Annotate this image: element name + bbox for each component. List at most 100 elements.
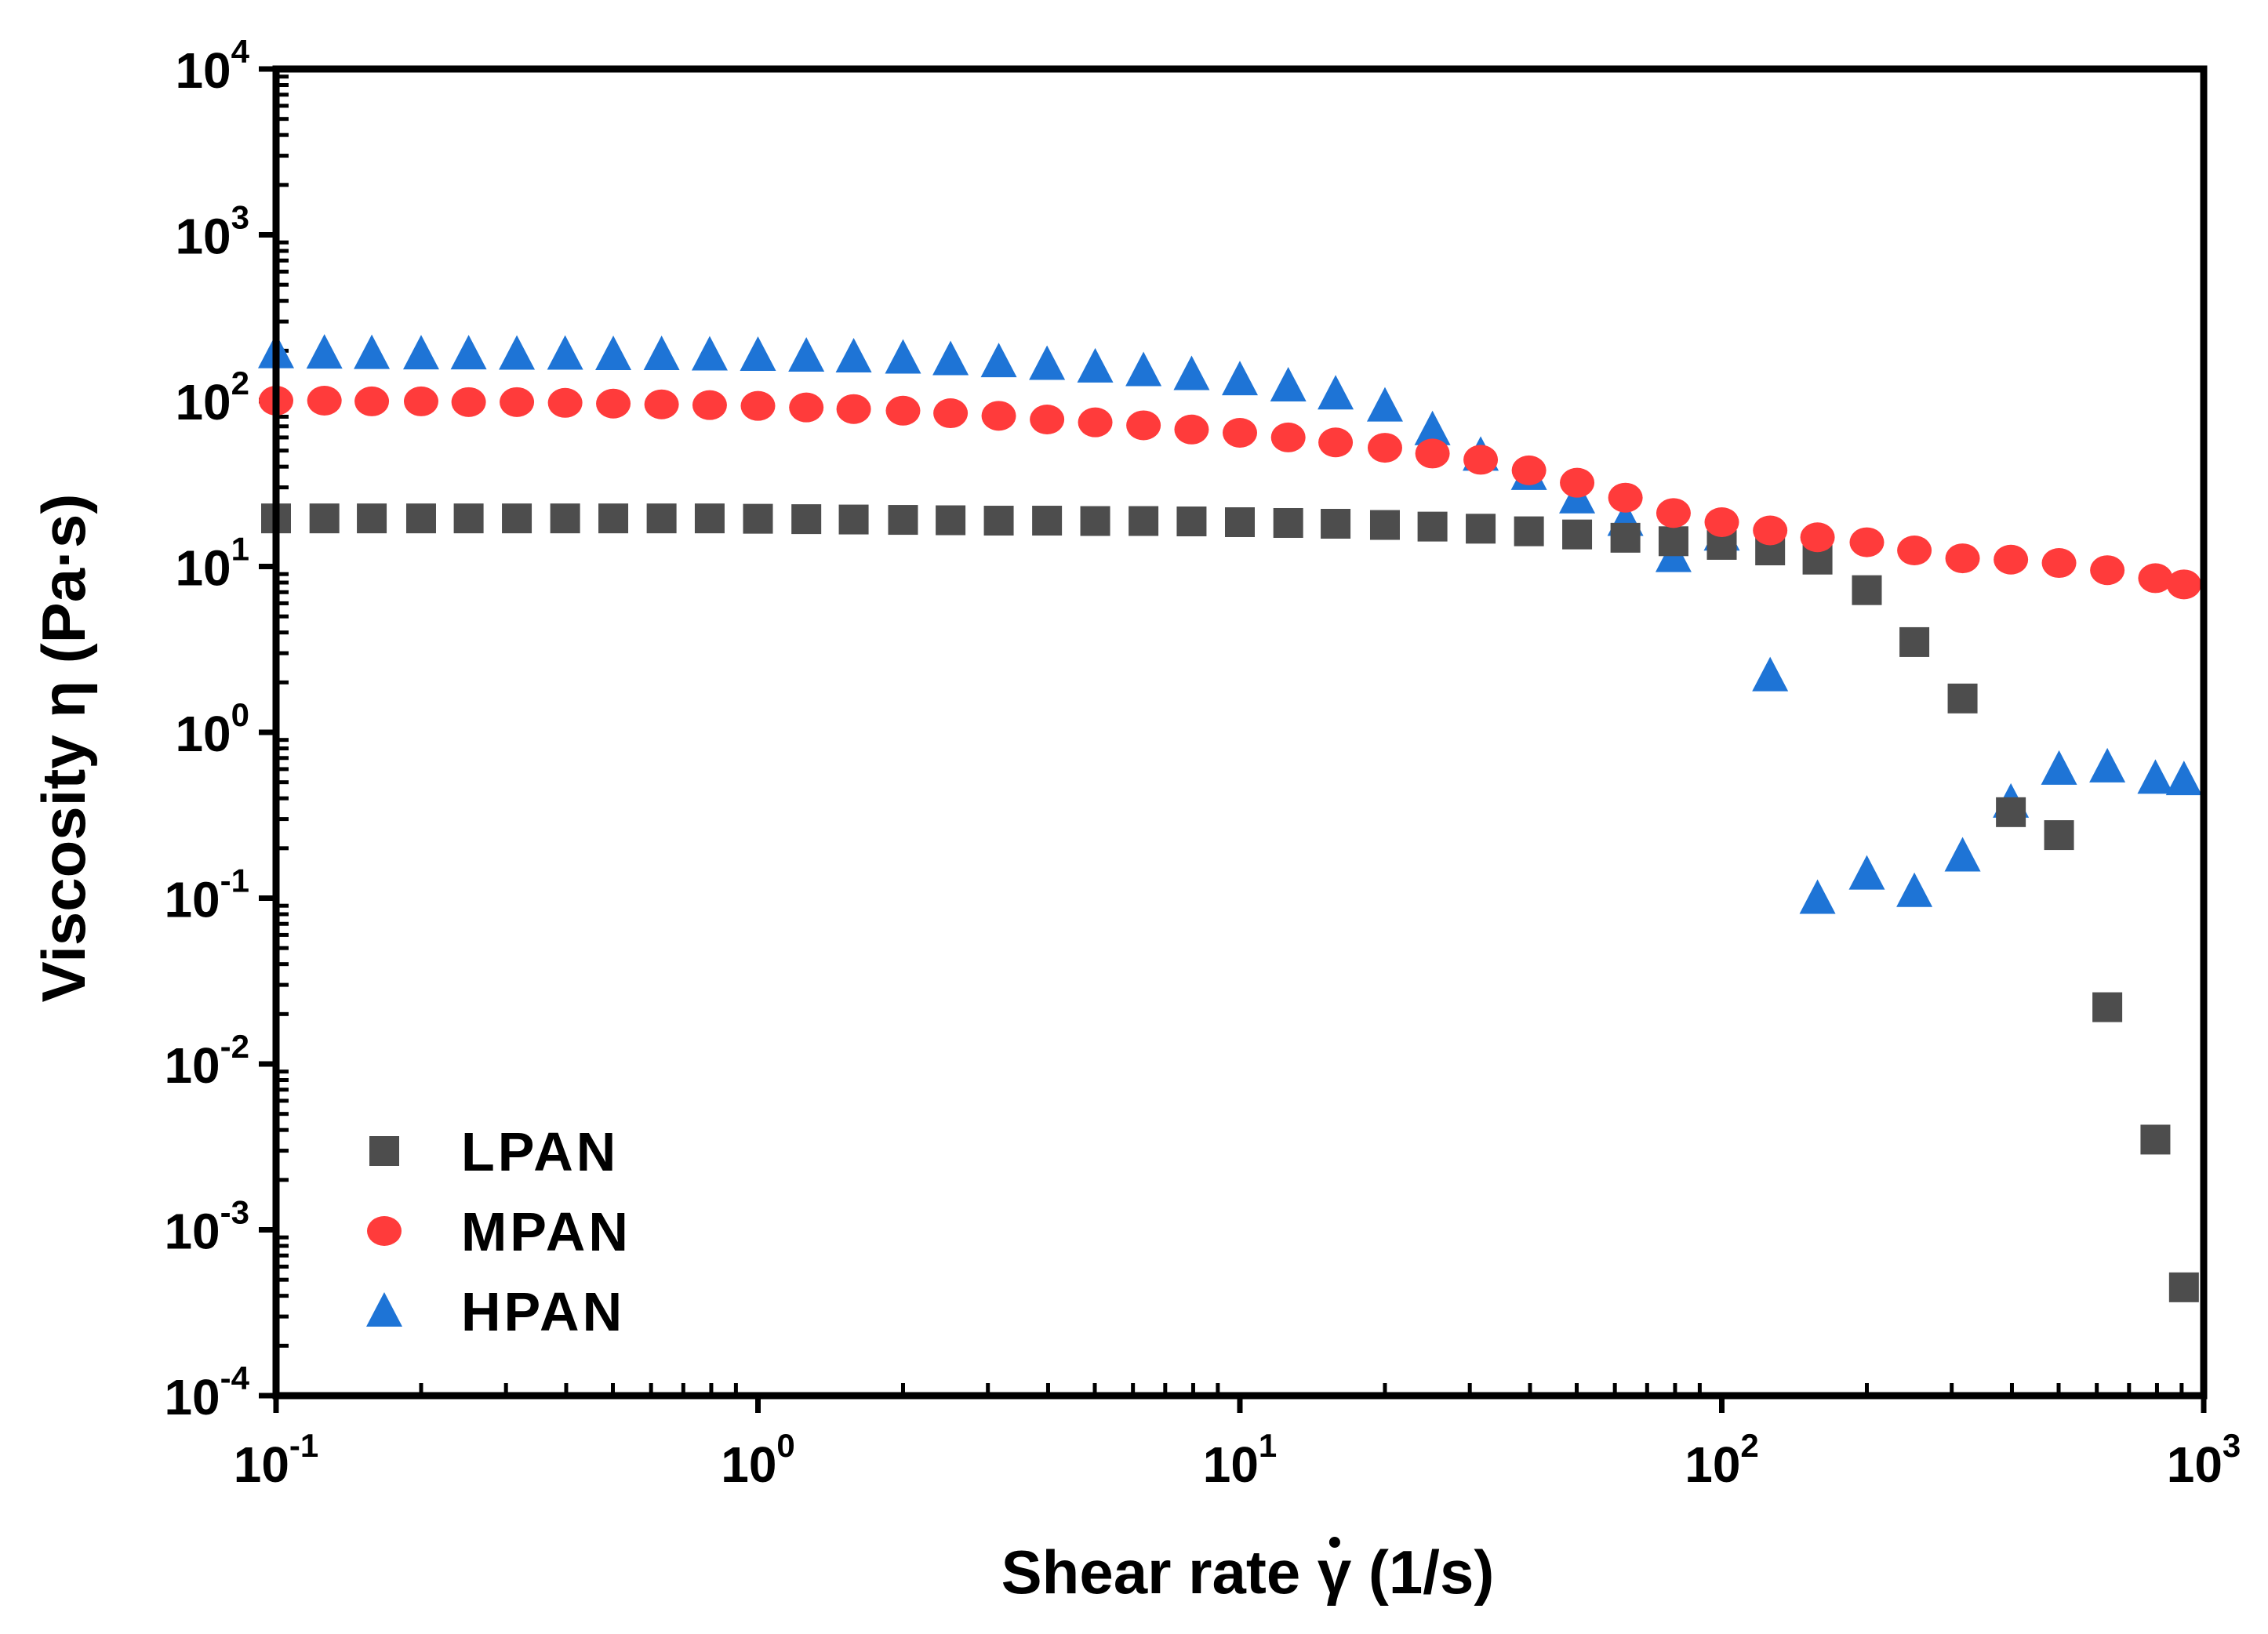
lpan-point: [1610, 522, 1641, 553]
lpan-point: [888, 505, 918, 536]
hpan-point: [691, 336, 728, 371]
y-tick-exponent: 0: [231, 696, 249, 733]
lpan-point: [1321, 509, 1351, 539]
lpan-point: [1466, 514, 1496, 544]
lpan-point: [1080, 506, 1110, 536]
y-tick-label: 103: [175, 199, 249, 265]
y-tick-base: 10: [164, 1037, 220, 1094]
lpan-point: [1562, 519, 1593, 550]
lpan-point: [743, 503, 773, 534]
y-tick-base: 10: [175, 706, 231, 762]
mpan-point: [885, 395, 921, 426]
lpan-point: [1176, 507, 1207, 537]
lpan-point: [791, 504, 822, 535]
mpan-point: [740, 390, 776, 421]
mpan-point: [1270, 422, 1306, 452]
mpan-point: [1897, 536, 1932, 566]
hpan-point: [1222, 361, 1258, 396]
mpan-point: [789, 392, 824, 423]
mpan-point: [500, 387, 535, 417]
hpan-point: [547, 335, 583, 370]
series-lpan: [261, 503, 2199, 1302]
y-tick-label: 100: [175, 696, 249, 762]
hpan-point: [1125, 351, 1162, 387]
x-axis-title-symbol: γ: [1318, 1538, 1352, 1607]
mpan-point: [2090, 555, 2125, 586]
y-tick-exponent: 1: [231, 531, 249, 568]
y-tick-label: 101: [175, 531, 249, 597]
hpan-point: [2165, 761, 2202, 796]
hpan-point: [2089, 747, 2126, 783]
lpan-point: [1417, 511, 1448, 542]
x-tick-label: 100: [721, 1427, 795, 1493]
mpan-point: [403, 386, 438, 416]
lpan-point: [646, 503, 677, 534]
x-tick-exponent: -1: [289, 1427, 318, 1464]
hpan-point: [835, 337, 872, 372]
x-tick-base: 10: [1203, 1436, 1259, 1493]
lpan-point: [502, 503, 532, 534]
x-axis-title-post: (1/s): [1351, 1538, 1494, 1607]
hpan-point: [1270, 366, 1307, 401]
mpan-point: [1753, 515, 1788, 546]
x-tick-exponent: 2: [1740, 1427, 1758, 1464]
y-axis-title: Viscosity η (Pa·s): [29, 494, 98, 1003]
hpan-point: [1029, 345, 1066, 380]
hpan-point: [1318, 375, 1354, 410]
mpan-point: [1030, 405, 1065, 435]
mpan-point: [1174, 414, 1209, 445]
hpan-point: [1366, 387, 1403, 422]
hpan-point: [499, 335, 536, 370]
mpan-point: [1318, 427, 1354, 458]
lpan-point: [1996, 797, 2026, 827]
lpan-point: [1129, 506, 1159, 536]
hpan-point: [306, 334, 343, 369]
mpan-point: [354, 386, 390, 416]
mpan-point: [981, 401, 1016, 431]
hpan-point: [450, 335, 487, 370]
legend-label-lpan: LPAN: [461, 1121, 619, 1182]
hpan-point: [402, 335, 439, 370]
y-tick-exponent: -1: [220, 862, 249, 899]
y-tick-base: 10: [175, 42, 231, 99]
x-tick-label: 103: [2167, 1427, 2241, 1493]
x-tick-base: 10: [1685, 1436, 1740, 1493]
lpan-point: [1947, 683, 1978, 714]
mpan-point: [1945, 543, 1980, 574]
hpan-point: [885, 339, 921, 374]
y-tick-base: 10: [175, 209, 231, 265]
y-tick-exponent: -4: [220, 1360, 250, 1396]
y-tick-label: 10-1: [164, 862, 249, 928]
legend-label-hpan: HPAN: [461, 1281, 625, 1342]
y-tick-label: 10-4: [164, 1360, 249, 1425]
x-tick-base: 10: [721, 1436, 776, 1493]
mpan-point: [1078, 407, 1113, 438]
y-tick-label: 102: [175, 365, 249, 430]
hpan-point: [1173, 355, 1210, 390]
legend-label-mpan: MPAN: [461, 1201, 631, 1262]
mpan-point: [1560, 467, 1595, 498]
y-tick-base: 10: [175, 540, 231, 597]
x-tick-exponent: 0: [776, 1427, 794, 1464]
hpan-point: [1752, 656, 1789, 692]
y-tick-exponent: 2: [231, 365, 249, 401]
lpan-point: [1032, 506, 1063, 536]
mpan-point: [596, 388, 631, 419]
lpan-point: [2140, 1124, 2171, 1155]
mpan-point: [644, 389, 679, 419]
lpan-point: [1369, 510, 1400, 540]
lpan-point: [2168, 1272, 2199, 1302]
lpan-point: [694, 503, 725, 534]
lpan-point: [1514, 516, 1544, 546]
gamma-dot-accent: [1328, 1537, 1340, 1548]
data-points: [258, 333, 2202, 1302]
y-tick-label: 104: [175, 33, 249, 99]
y-tick-label: 10-3: [164, 1194, 249, 1260]
mpan-point: [1704, 507, 1739, 537]
mpan-point: [1463, 445, 1499, 475]
mpan-point: [451, 387, 486, 417]
mpan-point: [1800, 522, 1835, 553]
legend-marker-mpan: [367, 1216, 402, 1246]
lpan-point: [550, 503, 580, 534]
